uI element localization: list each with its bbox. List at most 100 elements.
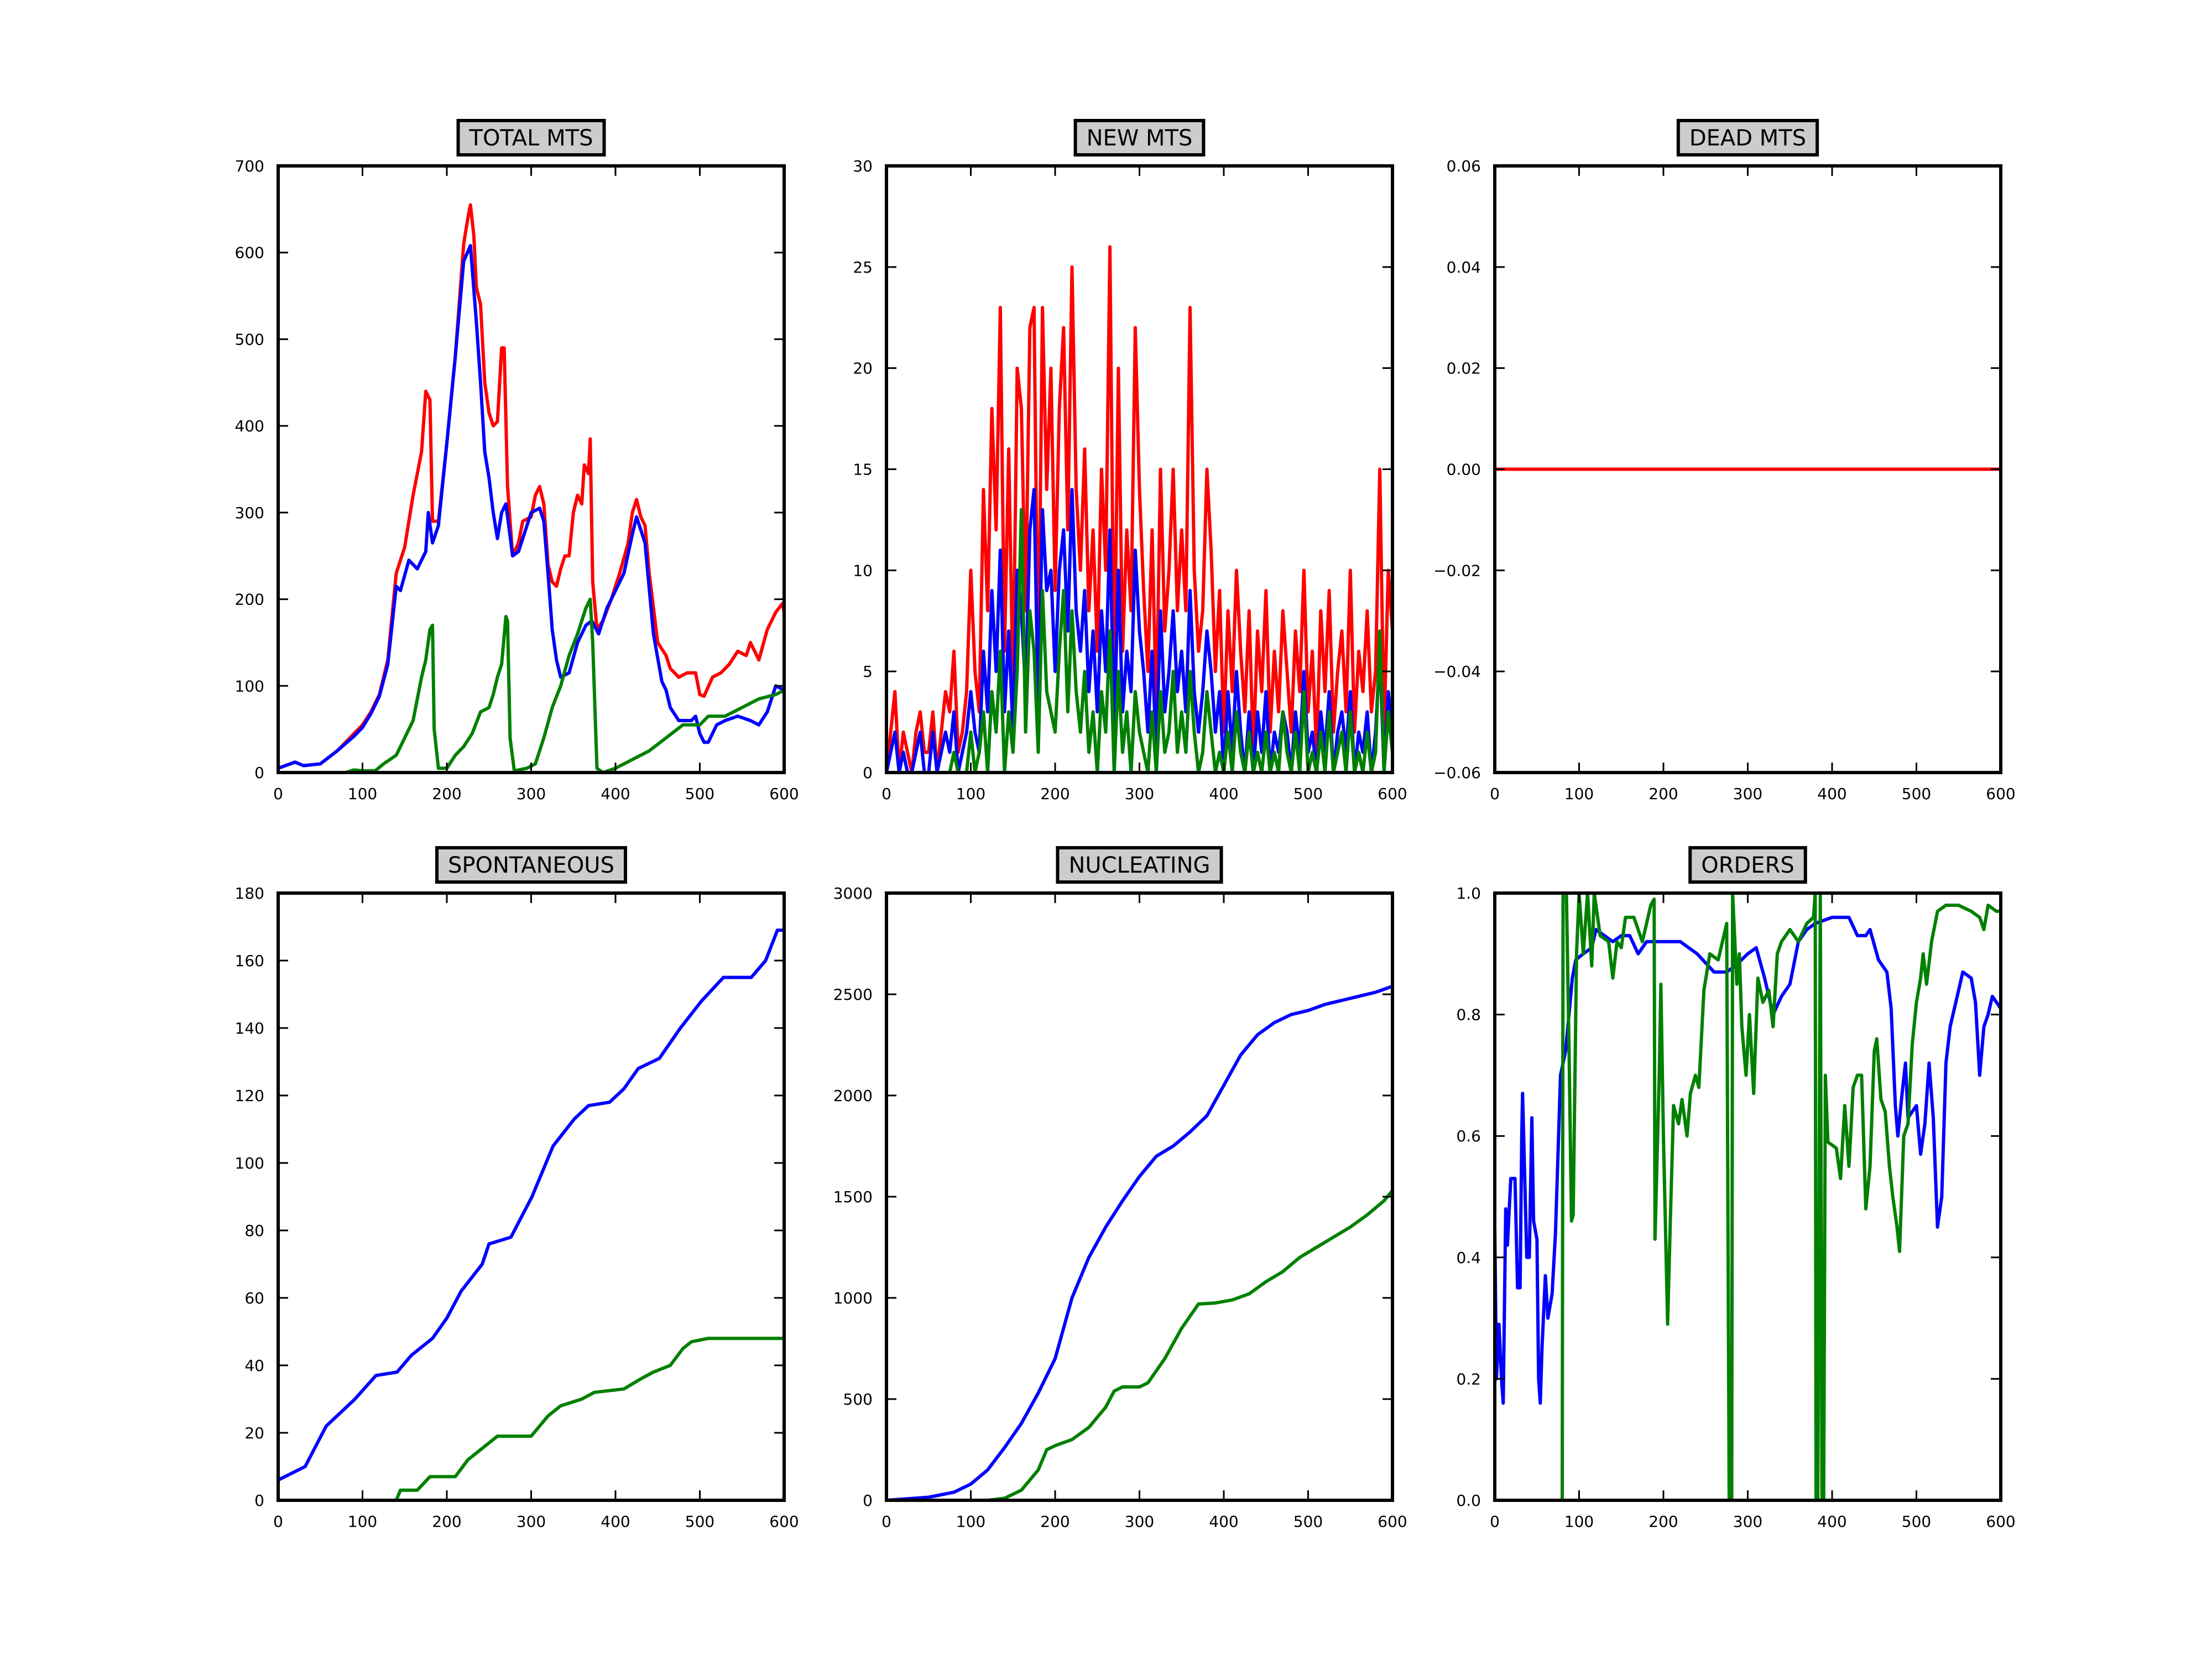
y-tick-label: 180 xyxy=(235,884,264,902)
x-tick-label: 600 xyxy=(769,785,799,803)
y-tick-label: 300 xyxy=(235,504,264,522)
x-tick-label: 200 xyxy=(1040,785,1070,803)
y-tick-label: 0.2 xyxy=(1456,1370,1481,1388)
subplot-title-box xyxy=(1688,846,1807,884)
subplot-title: TOTAL MTS xyxy=(469,126,593,151)
series-line-blue xyxy=(886,984,1392,1500)
y-tick-label: 1500 xyxy=(833,1188,873,1206)
y-tick-label: −0.06 xyxy=(1433,764,1481,782)
y-tick-label: 0.6 xyxy=(1456,1127,1481,1145)
x-tick-label: 600 xyxy=(1986,785,2015,803)
y-tick-label: 500 xyxy=(843,1390,873,1408)
x-tick-label: 400 xyxy=(1817,1512,1846,1531)
y-tick-label: 100 xyxy=(235,677,264,695)
y-tick-label: 120 xyxy=(235,1087,264,1105)
y-tick-label: 0.06 xyxy=(1447,157,1481,175)
y-tick-label: 20 xyxy=(853,359,873,378)
subplot-title: NEW MTS xyxy=(1087,126,1193,151)
x-tick-label: 100 xyxy=(348,785,377,803)
y-tick-label: 1.0 xyxy=(1456,884,1481,902)
series-line-blue xyxy=(278,928,784,1482)
y-tick-label: 0.0 xyxy=(1456,1491,1481,1510)
y-tick-label: 0.04 xyxy=(1447,258,1481,276)
x-tick-label: 400 xyxy=(601,1512,630,1531)
y-tick-label: 15 xyxy=(853,461,873,479)
subplot-new-mts: 0 100 200 300 400 500 600 0 5 10 15 20 25 30 NEW MTS xyxy=(853,119,1407,803)
x-tick-label: 600 xyxy=(769,1512,799,1531)
subplot-total-mts: 0 100 200 300 400 500 600 0 100 200 300 400 500 600 70… xyxy=(235,119,799,803)
subplot-title: DEAD MTS xyxy=(1689,126,1806,151)
series-line-blue xyxy=(278,244,784,770)
subplot-title: SPONTANEOUS xyxy=(448,853,614,878)
y-tick-label: 10 xyxy=(853,561,873,580)
y-tick-label: 20 xyxy=(244,1424,264,1442)
y-tick-label: 140 xyxy=(235,1019,264,1037)
x-tick-label: 400 xyxy=(1209,1512,1238,1531)
series-line-blue xyxy=(1495,915,2001,1405)
y-tick-label: 0.4 xyxy=(1456,1249,1481,1267)
y-tick-label: 0 xyxy=(863,764,873,782)
series-line-green xyxy=(886,1190,1392,1500)
x-tick-label: 0 xyxy=(1490,785,1500,803)
y-tick-label: 160 xyxy=(235,952,264,970)
x-tick-label: 100 xyxy=(956,1512,985,1531)
y-tick-label: 25 xyxy=(853,258,873,276)
x-tick-label: 500 xyxy=(1902,785,1931,803)
x-tick-label: 300 xyxy=(517,1512,546,1531)
subplot-spontaneous: 0 100 200 300 400 500 600 0 20 40 60 80 100 120 140 160… xyxy=(235,846,799,1531)
y-tick-label: 60 xyxy=(244,1289,264,1307)
x-tick-label: 300 xyxy=(1125,785,1154,803)
subplot-title: ORDERS xyxy=(1701,853,1794,878)
y-tick-label: 500 xyxy=(235,330,264,348)
series-line-red xyxy=(886,245,1392,773)
subplot-title-box xyxy=(435,846,627,884)
series-line-red xyxy=(278,203,784,770)
x-tick-label: 400 xyxy=(601,785,630,803)
subplot-title: NUCLEATING xyxy=(1068,853,1210,878)
x-tick-label: 400 xyxy=(1817,785,1846,803)
y-tick-label: 600 xyxy=(235,244,264,262)
series-line-green xyxy=(886,508,1392,773)
subplot-title-box xyxy=(1073,119,1206,156)
subplot-nucleating: 0 100 200 300 400 500 600 0 500 1000 1500 2000 2500 3… xyxy=(833,846,1407,1531)
y-tick-label: 0 xyxy=(863,1491,873,1510)
x-tick-label: 600 xyxy=(1986,1512,2015,1531)
x-tick-label: 100 xyxy=(1564,1512,1594,1531)
x-tick-label: 100 xyxy=(348,1512,377,1531)
series-line-green xyxy=(278,597,784,773)
y-tick-label: 200 xyxy=(235,591,264,609)
y-tick-label: 0.8 xyxy=(1456,1006,1481,1024)
y-tick-label: 700 xyxy=(235,157,264,175)
x-tick-label: 0 xyxy=(273,1512,283,1531)
x-tick-label: 0 xyxy=(881,1512,891,1531)
x-tick-label: 500 xyxy=(1902,1512,1931,1531)
y-tick-label: 0 xyxy=(254,764,264,782)
x-tick-label: 500 xyxy=(1293,1512,1323,1531)
x-tick-label: 200 xyxy=(1648,1512,1678,1531)
x-tick-label: 200 xyxy=(432,785,461,803)
x-tick-label: 100 xyxy=(1564,785,1594,803)
y-tick-label: −0.02 xyxy=(1433,561,1481,580)
x-tick-label: 200 xyxy=(1648,785,1678,803)
y-tick-label: −0.04 xyxy=(1433,662,1481,681)
y-tick-label: 0 xyxy=(254,1491,264,1510)
y-tick-label: 1000 xyxy=(833,1289,873,1307)
subplot-title-box xyxy=(1056,846,1223,884)
y-tick-label: 3000 xyxy=(833,884,873,902)
y-tick-label: 400 xyxy=(235,417,264,435)
x-tick-label: 200 xyxy=(432,1512,461,1531)
x-tick-label: 300 xyxy=(1733,785,1762,803)
y-tick-label: 0.00 xyxy=(1447,461,1481,479)
subplot-orders: 0 100 200 300 400 500 600 0.0 0.2 0.4 0.6 0.8 1.0 ORD… xyxy=(1456,846,2016,1531)
subplot-title-box xyxy=(1676,119,1819,156)
y-tick-label: 30 xyxy=(853,157,873,175)
x-tick-label: 200 xyxy=(1040,1512,1070,1531)
x-tick-label: 100 xyxy=(956,785,985,803)
subplot-dead-mts: 0 100 200 300 400 500 600 −0.06 −0.04 −0.02 0.00 0.… xyxy=(1433,119,2016,803)
x-tick-label: 0 xyxy=(881,785,891,803)
y-tick-label: 0.02 xyxy=(1447,359,1481,378)
series-line-green xyxy=(278,1337,784,1500)
x-tick-label: 400 xyxy=(1209,785,1238,803)
